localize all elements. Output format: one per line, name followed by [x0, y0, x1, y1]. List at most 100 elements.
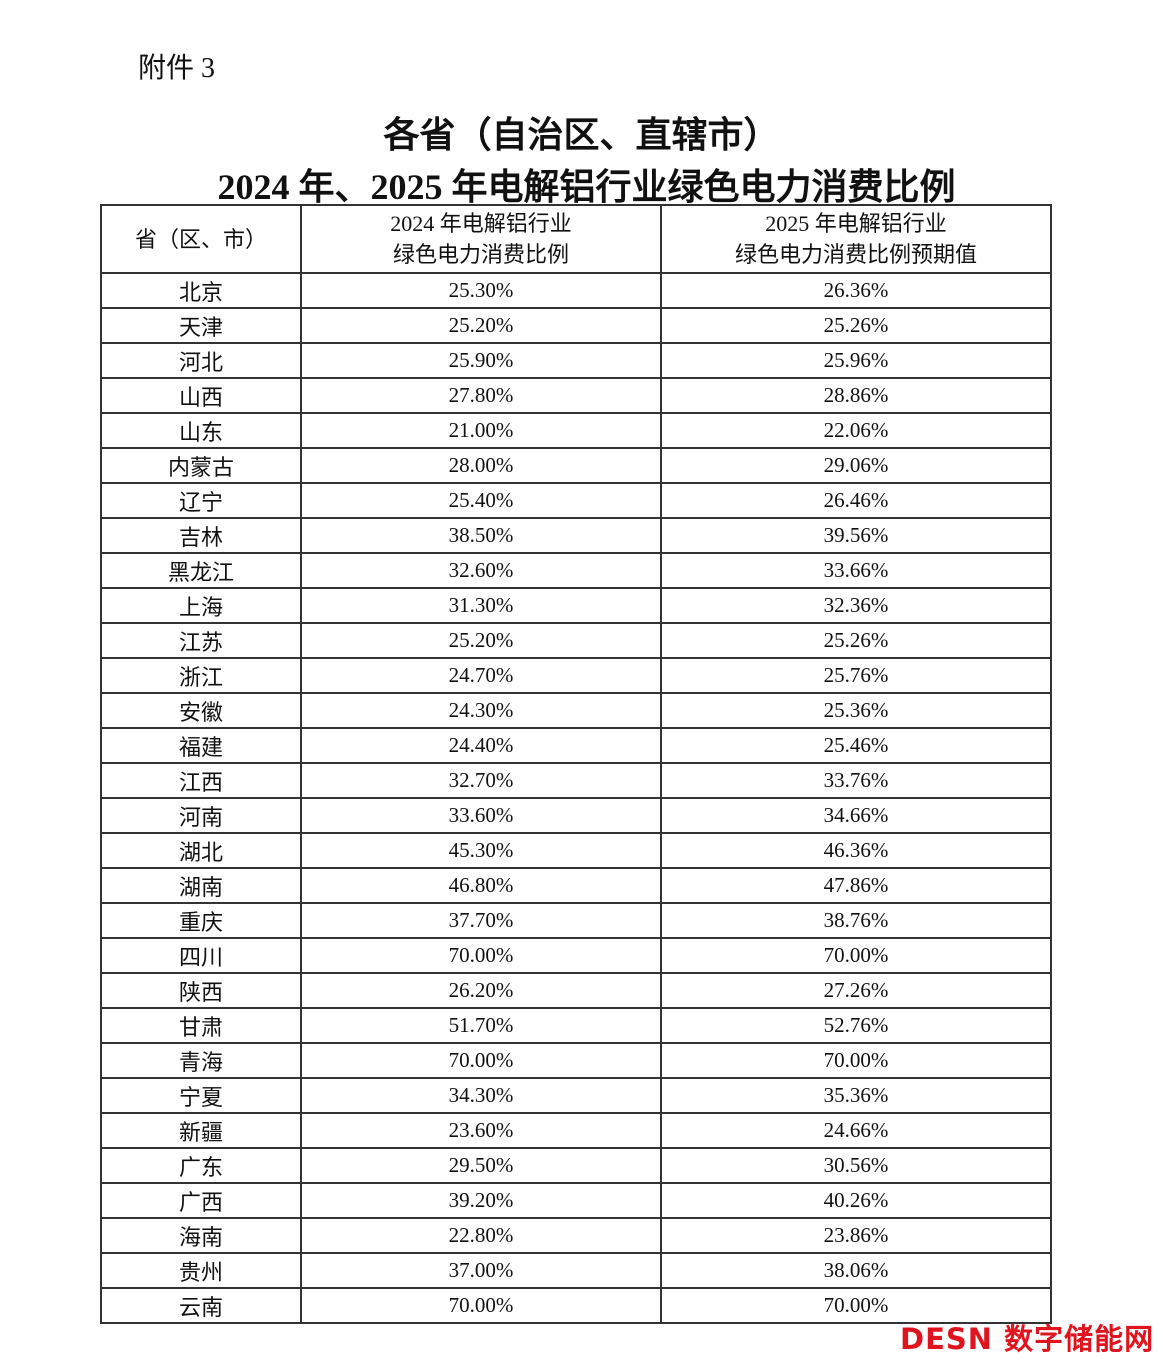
- table-row: 安徽 24.30% 25.36%: [100, 692, 1052, 729]
- ratio-2024-cell: 25.20%: [300, 307, 662, 344]
- ratio-2024-cell: 31.30%: [300, 587, 662, 624]
- ratio-2024-cell: 23.60%: [300, 1112, 662, 1149]
- table-row: 重庆 37.70% 38.76%: [100, 902, 1052, 939]
- province-cell: 安徽: [100, 692, 302, 729]
- table-row: 青海 70.00% 70.00%: [100, 1042, 1052, 1079]
- ratio-2025-cell: 47.86%: [660, 867, 1052, 904]
- table-row: 辽宁 25.40% 26.46%: [100, 482, 1052, 519]
- ratio-2024-cell: 25.40%: [300, 482, 662, 519]
- province-cell: 浙江: [100, 657, 302, 694]
- table-row: 陕西 26.20% 27.26%: [100, 972, 1052, 1009]
- province-cell: 重庆: [100, 902, 302, 939]
- ratio-2025-cell: 25.46%: [660, 727, 1052, 764]
- table-row: 北京 25.30% 26.36%: [100, 272, 1052, 309]
- ratio-2025-cell: 25.36%: [660, 692, 1052, 729]
- ratio-2025-cell: 70.00%: [660, 937, 1052, 974]
- table-row: 海南 22.80% 23.86%: [100, 1217, 1052, 1254]
- ratio-2025-cell: 24.66%: [660, 1112, 1052, 1149]
- province-cell: 湖北: [100, 832, 302, 869]
- table-row: 云南 70.00% 70.00%: [100, 1287, 1052, 1324]
- ratio-2025-cell: 26.46%: [660, 482, 1052, 519]
- table-row: 新疆 23.60% 24.66%: [100, 1112, 1052, 1149]
- green-power-ratio-table: 省（区、市） 2024 年电解铝行业 绿色电力消费比例 2025 年电解铝行业 绿色电力…: [100, 204, 1052, 1324]
- attachment-label: 附件 3: [138, 53, 216, 84]
- province-cell: 贵州: [100, 1252, 302, 1289]
- ratio-2025-cell: 26.36%: [660, 272, 1052, 309]
- ratio-2025-cell: 52.76%: [660, 1007, 1052, 1044]
- table-row: 广西 39.20% 40.26%: [100, 1182, 1052, 1219]
- watermark-logo: DESN 数字储能网: [900, 1322, 1155, 1356]
- table-row: 山东 21.00% 22.06%: [100, 412, 1052, 449]
- ratio-2024-cell: 22.80%: [300, 1217, 662, 1254]
- table-row: 黑龙江 32.60% 33.66%: [100, 552, 1052, 589]
- province-cell: 山东: [100, 412, 302, 449]
- ratio-2025-cell: 30.56%: [660, 1147, 1052, 1184]
- ratio-2024-cell: 70.00%: [300, 1287, 662, 1324]
- province-cell: 湖南: [100, 867, 302, 904]
- ratio-2024-cell: 24.70%: [300, 657, 662, 694]
- province-cell: 辽宁: [100, 482, 302, 519]
- table-row: 江苏 25.20% 25.26%: [100, 622, 1052, 659]
- province-cell: 河南: [100, 797, 302, 834]
- ratio-2024-cell: 39.20%: [300, 1182, 662, 1219]
- table-row: 河北 25.90% 25.96%: [100, 342, 1052, 379]
- ratio-2025-cell: 25.26%: [660, 307, 1052, 344]
- table-row: 贵州 37.00% 38.06%: [100, 1252, 1052, 1289]
- province-cell: 福建: [100, 727, 302, 764]
- ratio-2024-cell: 25.20%: [300, 622, 662, 659]
- province-cell: 内蒙古: [100, 447, 302, 484]
- ratio-2024-cell: 38.50%: [300, 517, 662, 554]
- table-row: 山西 27.80% 28.86%: [100, 377, 1052, 414]
- province-cell: 吉林: [100, 517, 302, 554]
- ratio-2025-cell: 33.76%: [660, 762, 1052, 799]
- province-cell: 广西: [100, 1182, 302, 1219]
- ratio-2024-cell: 32.70%: [300, 762, 662, 799]
- province-cell: 河北: [100, 342, 302, 379]
- ratio-2024-cell: 33.60%: [300, 797, 662, 834]
- table-row: 广东 29.50% 30.56%: [100, 1147, 1052, 1184]
- table-row: 湖北 45.30% 46.36%: [100, 832, 1052, 869]
- ratio-2024-cell: 37.00%: [300, 1252, 662, 1289]
- ratio-2025-cell: 34.66%: [660, 797, 1052, 834]
- table-row: 四川 70.00% 70.00%: [100, 937, 1052, 974]
- table-row: 江西 32.70% 33.76%: [100, 762, 1052, 799]
- column-header: 省（区、市）: [100, 204, 302, 274]
- ratio-2024-cell: 34.30%: [300, 1077, 662, 1114]
- ratio-2024-cell: 70.00%: [300, 937, 662, 974]
- column-header: 2025 年电解铝行业 绿色电力消费比例预期值: [660, 204, 1052, 274]
- ratio-2024-cell: 37.70%: [300, 902, 662, 939]
- ratio-2024-cell: 24.40%: [300, 727, 662, 764]
- province-cell: 山西: [100, 377, 302, 414]
- table-row: 浙江 24.70% 25.76%: [100, 657, 1052, 694]
- ratio-2025-cell: 25.76%: [660, 657, 1052, 694]
- ratio-2024-cell: 32.60%: [300, 552, 662, 589]
- ratio-2024-cell: 70.00%: [300, 1042, 662, 1079]
- ratio-2025-cell: 35.36%: [660, 1077, 1052, 1114]
- province-cell: 陕西: [100, 972, 302, 1009]
- table-row: 河南 33.60% 34.66%: [100, 797, 1052, 834]
- table-row: 吉林 38.50% 39.56%: [100, 517, 1052, 554]
- ratio-2024-cell: 28.00%: [300, 447, 662, 484]
- province-cell: 黑龙江: [100, 552, 302, 589]
- ratio-2024-cell: 29.50%: [300, 1147, 662, 1184]
- province-cell: 天津: [100, 307, 302, 344]
- ratio-2025-cell: 70.00%: [660, 1287, 1052, 1324]
- ratio-2025-cell: 39.56%: [660, 517, 1052, 554]
- column-header: 2024 年电解铝行业 绿色电力消费比例: [300, 204, 662, 274]
- ratio-2024-cell: 21.00%: [300, 412, 662, 449]
- ratio-2024-cell: 27.80%: [300, 377, 662, 414]
- province-cell: 甘肃: [100, 1007, 302, 1044]
- page-title-line1: 各省（自治区、直辖市）: [383, 115, 780, 155]
- table-row: 内蒙古 28.00% 29.06%: [100, 447, 1052, 484]
- table-row: 上海 31.30% 32.36%: [100, 587, 1052, 624]
- ratio-2025-cell: 70.00%: [660, 1042, 1052, 1079]
- ratio-2024-cell: 26.20%: [300, 972, 662, 1009]
- province-cell: 新疆: [100, 1112, 302, 1149]
- ratio-2025-cell: 46.36%: [660, 832, 1052, 869]
- province-cell: 青海: [100, 1042, 302, 1079]
- ratio-2024-cell: 25.30%: [300, 272, 662, 309]
- ratio-2025-cell: 27.26%: [660, 972, 1052, 1009]
- ratio-2024-cell: 51.70%: [300, 1007, 662, 1044]
- ratio-2025-cell: 25.96%: [660, 342, 1052, 379]
- table-row: 甘肃 51.70% 52.76%: [100, 1007, 1052, 1044]
